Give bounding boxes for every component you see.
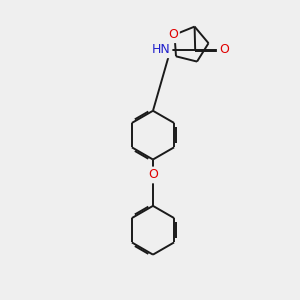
- Text: HN: HN: [152, 43, 170, 56]
- Text: O: O: [168, 28, 178, 41]
- Text: O: O: [219, 43, 229, 56]
- Text: O: O: [148, 169, 158, 182]
